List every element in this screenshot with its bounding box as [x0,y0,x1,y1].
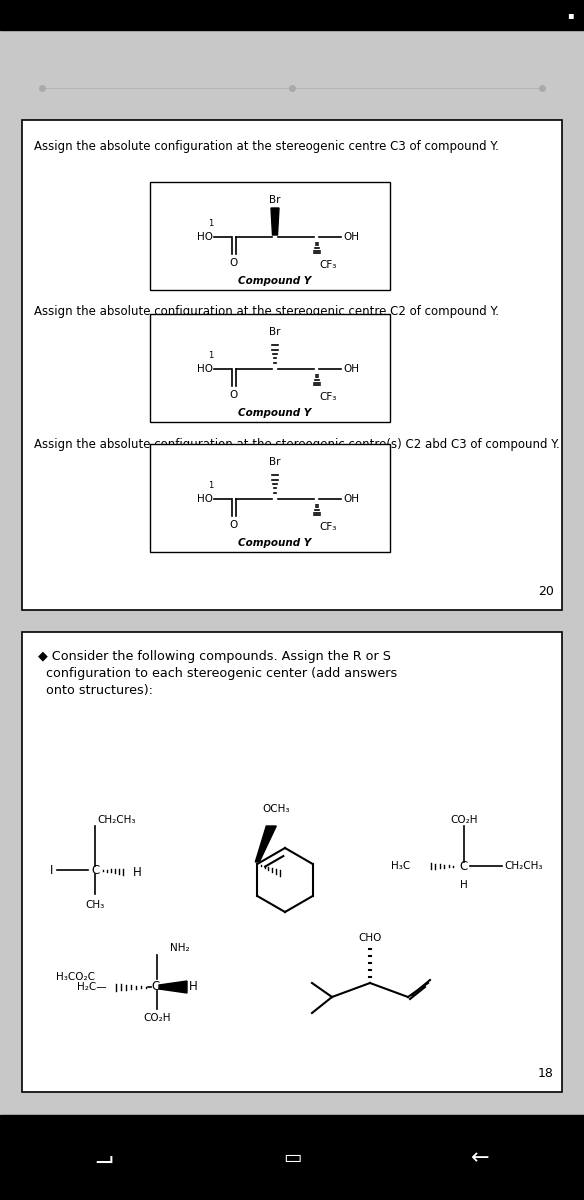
Text: configuration to each stereogenic center (add answers: configuration to each stereogenic center… [38,667,397,680]
Text: C: C [91,864,99,876]
Text: HO: HO [197,232,213,242]
Text: CO₂H: CO₂H [143,1013,171,1022]
Polygon shape [159,982,187,994]
Text: 1: 1 [208,350,214,360]
Text: H₃C: H₃C [391,862,410,871]
Text: H: H [133,866,142,880]
Text: H₂C—: H₂C— [77,982,107,992]
Text: CF₃: CF₃ [319,260,336,270]
Text: C: C [151,980,159,994]
Text: Assign the absolute configuration at the stereogenic centre C2 of compound Y.: Assign the absolute configuration at the… [34,305,499,318]
Text: CO₂H: CO₂H [450,815,478,826]
Text: CHO: CHO [359,934,382,943]
Text: NH₂: NH₂ [170,943,190,953]
Text: CH₂CH₃: CH₂CH₃ [504,862,543,871]
Text: O: O [230,520,238,530]
Text: O: O [230,258,238,268]
Text: Assign the absolute configuration at the stereogenic centre C3 of compound Y.: Assign the absolute configuration at the… [34,140,499,152]
Bar [0,1115,584,1200]
Text: Compound Y: Compound Y [238,408,312,418]
Polygon shape [271,208,279,235]
Text: Br: Br [269,457,281,467]
Text: 1: 1 [208,218,214,228]
Text: O: O [230,390,238,400]
Text: Br: Br [269,326,281,337]
Text: OH: OH [343,494,359,504]
Bar [0,0,584,30]
Text: CF₃: CF₃ [319,522,336,532]
Text: ▪: ▪ [566,10,573,20]
Text: ▭: ▭ [283,1148,301,1168]
Bar [150,314,390,422]
Text: C: C [460,859,468,872]
Bar [22,632,562,1092]
Text: HO: HO [197,364,213,374]
Text: H₃CO₂C: H₃CO₂C [56,972,95,982]
Text: Br: Br [269,194,281,205]
Text: H: H [189,980,198,994]
Text: Assign the absolute configuration at the stereogenic centre(s) C2 abd C3 of comp: Assign the absolute configuration at the… [34,438,559,451]
Text: CH₂CH₃: CH₂CH₃ [97,815,135,826]
Text: 1: 1 [208,481,214,490]
Text: ⌐: ⌐ [89,1146,110,1170]
Text: onto structures):: onto structures): [38,684,153,697]
Text: OH: OH [343,232,359,242]
Text: ◆ Consider the following compounds. Assign the R or S: ◆ Consider the following compounds. Assi… [38,650,391,662]
Bar [150,182,390,290]
Polygon shape [255,826,276,862]
Text: I: I [50,864,54,876]
Text: CF₃: CF₃ [319,392,336,402]
Text: OH: OH [343,364,359,374]
Text: H: H [460,880,468,890]
Text: Compound Y: Compound Y [238,276,312,286]
Text: OCH₃: OCH₃ [262,804,290,814]
Text: CH₃: CH₃ [85,900,105,910]
Bar [150,444,390,552]
Text: 20: 20 [538,584,554,598]
Text: ←: ← [471,1148,489,1168]
Text: Compound Y: Compound Y [238,538,312,548]
Text: 18: 18 [538,1067,554,1080]
Text: HO: HO [197,494,213,504]
Bar [22,120,562,610]
